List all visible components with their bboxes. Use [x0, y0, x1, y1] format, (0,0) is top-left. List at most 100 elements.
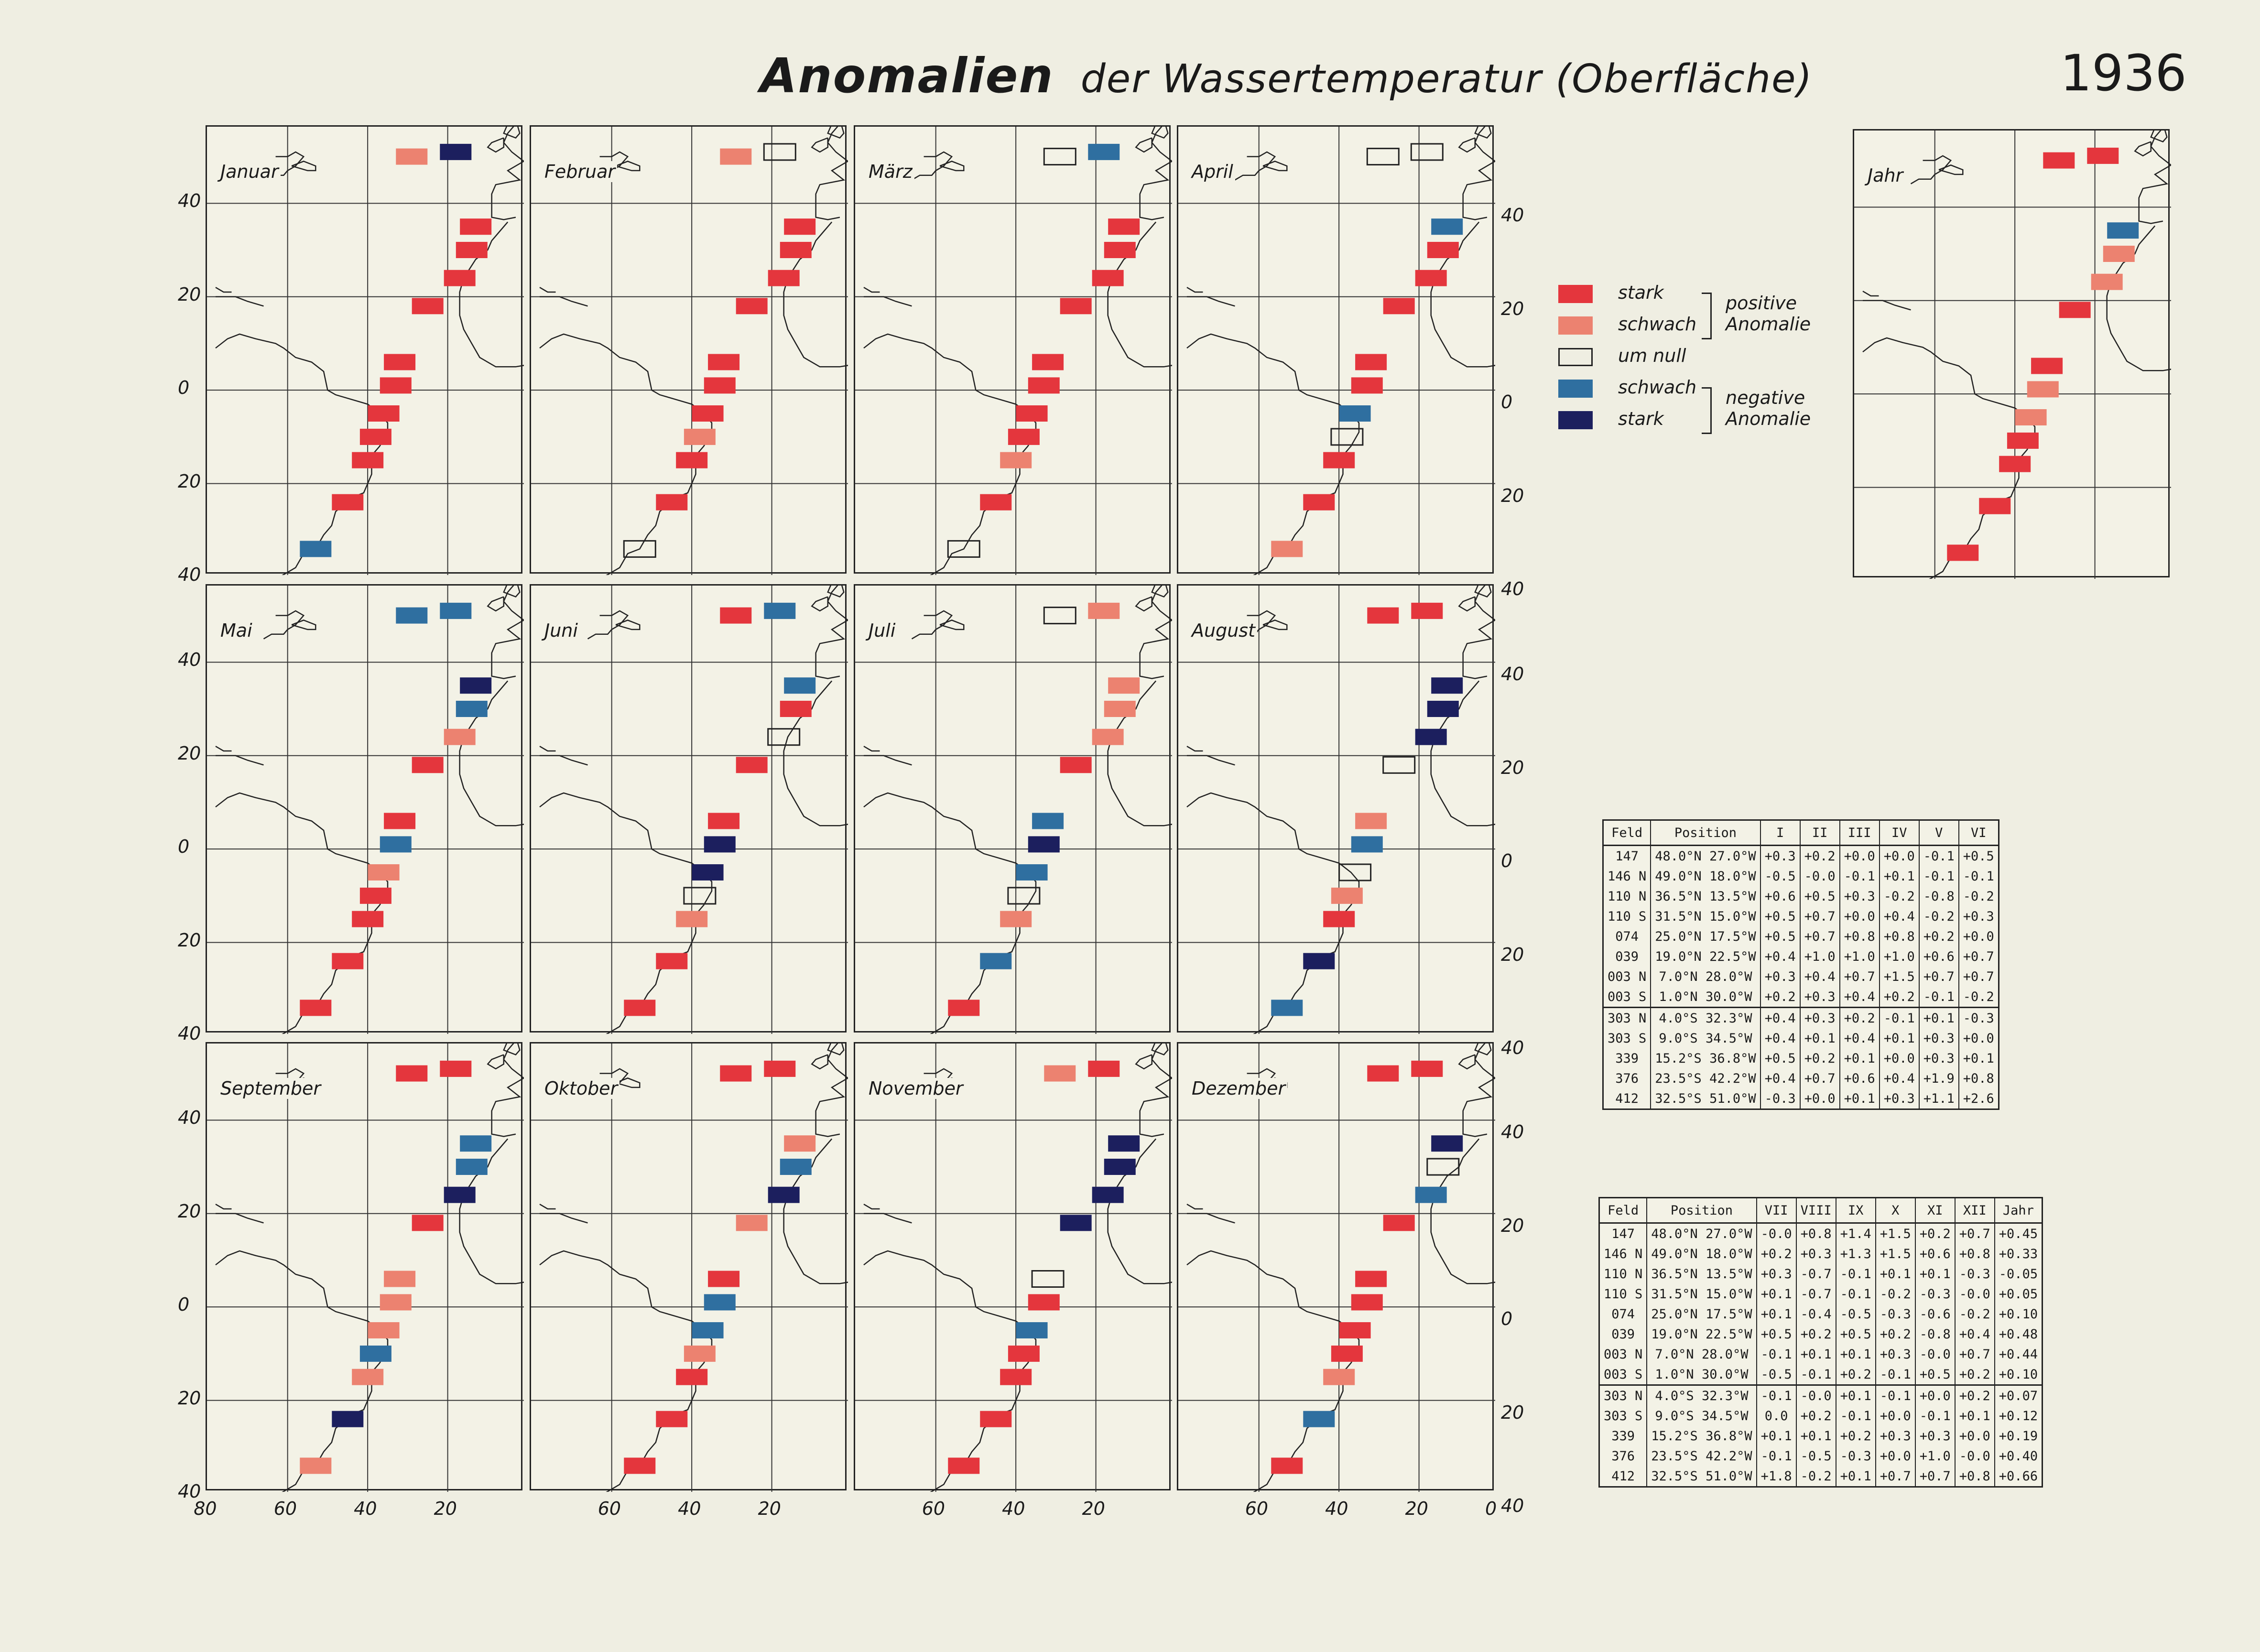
- table-cell: -0.2: [1918, 906, 1959, 926]
- coastline: [215, 746, 232, 752]
- coastline: [2150, 130, 2168, 142]
- anomaly-marker-074: [1415, 1186, 1447, 1203]
- table-cell: 25.0°N 17.5°W: [1646, 1304, 1757, 1324]
- map-panel-oktober: Oktober: [530, 1042, 848, 1492]
- anomaly-marker-003-N: [1355, 813, 1387, 829]
- table-cell: +1.5: [1875, 1223, 1916, 1244]
- map-oktober: [531, 1043, 848, 1492]
- y-tick-left: 40: [178, 1107, 201, 1129]
- table-cell: +0.5: [1760, 906, 1801, 926]
- legend-label: schwach: [1618, 314, 1697, 335]
- anomaly-marker-074: [2091, 273, 2123, 290]
- anomaly-marker-110-N: [1431, 1135, 1463, 1152]
- anomaly-marker-412: [1947, 544, 1979, 561]
- table-cell: +0.4: [1839, 1028, 1880, 1048]
- anomaly-marker-003-S: [1351, 1294, 1383, 1311]
- anomaly-marker-039: [1383, 298, 1415, 315]
- coastline: [863, 1204, 880, 1210]
- coastline: [911, 610, 953, 640]
- table-cell: +0.1: [1835, 1344, 1876, 1364]
- coastline: [491, 127, 524, 220]
- anomaly-marker-376: [1303, 953, 1335, 969]
- anomaly-marker-303-N: [692, 1322, 724, 1338]
- coastline: [539, 333, 713, 575]
- anomaly-marker-339: [676, 911, 708, 927]
- anomaly-marker-303-N: [368, 405, 400, 422]
- table-cell: +0.10: [1994, 1364, 2043, 1385]
- table-row: 146 N 49.0°N 18.0°W +0.2 +0.3 +1.3 +1.5 +0.6 +0…: [1598, 1244, 2043, 1264]
- table-row: 110 S 31.5°N 15.0°W +0.1 -0.7 -0.1 -0.2 -0.3 -0…: [1598, 1284, 2043, 1304]
- anomaly-marker-074: [1092, 1186, 1124, 1203]
- coastline: [216, 296, 264, 307]
- map-panel-juni: Juni: [530, 584, 848, 1034]
- table-cell: +0.5: [1914, 1364, 1956, 1385]
- table-cell: -0.6: [1914, 1304, 1956, 1324]
- anomaly-marker-074: [768, 270, 800, 286]
- map-panel-august: August: [1177, 584, 1495, 1034]
- table-cell: +0.7: [1799, 1068, 1840, 1088]
- anomaly-marker-303-S: [359, 887, 391, 904]
- table-cell: 003 N: [1598, 1344, 1648, 1364]
- x-tick: 60: [1245, 1498, 1269, 1519]
- anomaly-marker-412: [947, 540, 980, 558]
- map-panel-januar: Januar: [206, 125, 524, 575]
- table-cell: 039: [1598, 1324, 1648, 1344]
- table-cell: +0.0: [1839, 845, 1880, 866]
- table-header: I: [1760, 819, 1801, 846]
- anomaly-marker-412: [300, 541, 332, 557]
- table-cell: +0.12: [1994, 1406, 2043, 1426]
- map-märz: [855, 127, 1172, 575]
- anomaly-marker-146-N: [764, 602, 796, 619]
- coastline: [487, 137, 505, 153]
- coastline: [1910, 155, 1952, 185]
- anomaly-marker-074: [1415, 270, 1447, 286]
- table-cell: 003 S: [1598, 1364, 1648, 1385]
- table-cell: 303 S: [1602, 1028, 1652, 1048]
- coastline: [1262, 620, 1288, 630]
- table-cell: -0.1: [1835, 1406, 1876, 1426]
- month-label: Juli: [867, 620, 898, 641]
- table-cell: +0.3: [1918, 1048, 1959, 1068]
- anomaly-marker-376: [1303, 494, 1335, 511]
- table-header: Position: [1650, 819, 1761, 846]
- table-row: 039 19.0°N 22.5°W +0.4 +1.0 +1.0 +1.0 +0.6 +0.7: [1602, 946, 1999, 967]
- map-juli: [855, 586, 1172, 1034]
- coastline: [1474, 1043, 1492, 1055]
- table-cell: +1.1: [1918, 1088, 1959, 1110]
- table-cell: 412: [1598, 1466, 1648, 1488]
- coastline: [215, 1250, 389, 1492]
- y-tick-right: 40: [1501, 663, 1524, 685]
- table-cell: +0.5: [1760, 926, 1801, 946]
- table-cell: +0.1: [1839, 1048, 1880, 1068]
- anomaly-marker-039: [412, 1215, 444, 1231]
- table-cell: -0.2: [1958, 886, 1999, 906]
- table-cell: 074: [1602, 926, 1652, 946]
- coastline: [863, 792, 1037, 1034]
- table-cell: +0.1: [1756, 1304, 1797, 1324]
- table-row: 110 N 36.5°N 13.5°W +0.6 +0.5 +0.3 -0.2 -0.8 -0…: [1602, 886, 1999, 906]
- anomaly-marker-339: [1000, 1369, 1032, 1385]
- anomaly-marker-110-S: [456, 701, 488, 717]
- year-label: 1936: [2060, 44, 2187, 102]
- anomaly-marker-303-N: [368, 1322, 400, 1338]
- anomaly-marker-303-N: [1338, 863, 1372, 881]
- x-tick: 60: [598, 1498, 621, 1519]
- coastline: [1135, 1054, 1153, 1070]
- table-cell: 303 N: [1602, 1007, 1652, 1028]
- coastline: [539, 1204, 556, 1210]
- map-panel-september: September: [206, 1042, 524, 1492]
- table-cell: -0.3: [1958, 1007, 1999, 1028]
- anomaly-marker-303-S: [1007, 887, 1041, 905]
- table-cell: +0.2: [1799, 1048, 1840, 1068]
- anomaly-marker-412: [1271, 1457, 1303, 1474]
- coastline: [1262, 161, 1288, 172]
- anomaly-marker-003-N: [708, 354, 740, 370]
- table-cell: +0.66: [1994, 1466, 2043, 1488]
- anomaly-marker-146-N: [1411, 1060, 1443, 1077]
- coastline: [811, 596, 829, 612]
- table-cell: +0.6: [1839, 1068, 1880, 1088]
- table-cell: +1.9: [1918, 1068, 1959, 1088]
- anomaly-marker-110-S: [780, 1159, 812, 1175]
- table-cell: 31.5°N 15.0°W: [1646, 1284, 1757, 1304]
- y-tick-right: 0: [1501, 1308, 1513, 1330]
